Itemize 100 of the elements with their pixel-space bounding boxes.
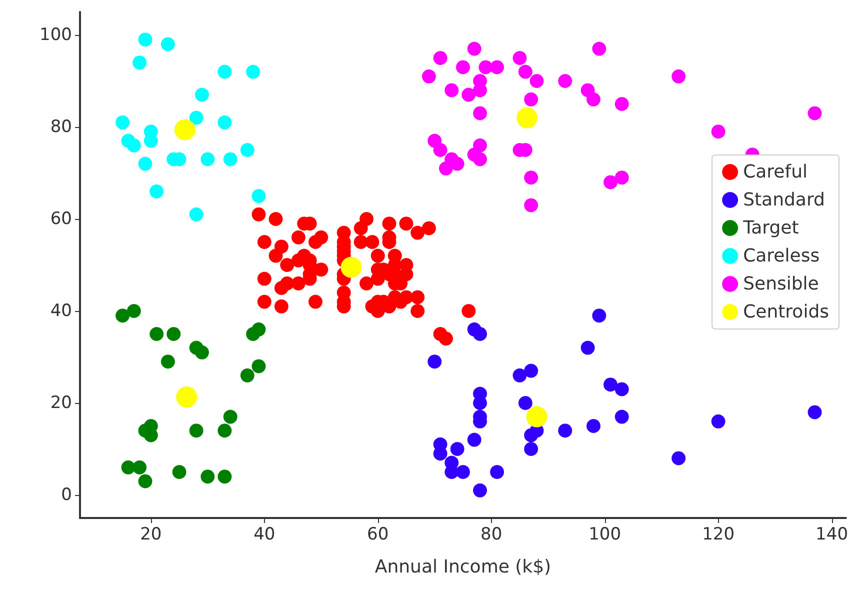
point [516, 107, 538, 128]
point [189, 424, 204, 438]
x-tick-label: 80 [480, 524, 502, 544]
point [512, 368, 527, 382]
point [524, 442, 538, 456]
point [444, 83, 459, 98]
point [428, 354, 442, 369]
point [512, 51, 527, 65]
point [558, 74, 572, 88]
point [524, 170, 538, 185]
point [580, 340, 595, 355]
point [711, 124, 726, 139]
point [240, 368, 254, 382]
point [126, 304, 141, 318]
point [586, 92, 600, 106]
point [808, 405, 822, 420]
point [473, 152, 487, 166]
point [138, 32, 152, 47]
point [160, 354, 175, 369]
point [592, 42, 606, 56]
point [126, 138, 141, 152]
legend-label: Careless [743, 246, 820, 266]
point [166, 327, 181, 341]
point [672, 451, 686, 466]
point [614, 97, 629, 111]
point [116, 115, 130, 130]
point [218, 470, 232, 484]
point [200, 470, 215, 484]
point [530, 74, 544, 88]
x-tick-label: 100 [588, 524, 622, 544]
point [518, 396, 532, 410]
point [174, 119, 196, 140]
point [526, 406, 548, 428]
point [223, 152, 238, 166]
y-tick-label: 40 [50, 301, 72, 321]
point [672, 69, 686, 84]
y-tick-label: 80 [50, 117, 72, 137]
point [433, 143, 448, 157]
point [467, 432, 482, 447]
point [604, 378, 618, 392]
y-tick-label: 100 [40, 25, 72, 45]
x-tick-label: 40 [254, 524, 276, 544]
point [172, 465, 186, 479]
point [252, 322, 266, 336]
point [218, 115, 232, 130]
legend-label: Careful [743, 162, 808, 182]
point [604, 175, 618, 190]
point [240, 143, 254, 157]
point [614, 410, 629, 424]
point [711, 414, 726, 428]
x-tick-label: 60 [367, 524, 389, 544]
point [524, 198, 538, 212]
point [195, 88, 209, 102]
x-tick-label: 140 [816, 524, 848, 544]
point [138, 156, 152, 171]
point [223, 410, 238, 424]
x-tick-label: 20 [140, 524, 162, 544]
x-tick-label: 120 [702, 524, 735, 544]
point [132, 56, 147, 70]
legend-label: Sensible [743, 274, 819, 294]
point [473, 396, 487, 410]
point [132, 460, 147, 474]
point [218, 64, 232, 79]
legend-label: Target [742, 218, 799, 238]
point [189, 207, 204, 222]
point [524, 92, 538, 106]
point [150, 184, 164, 198]
point [246, 64, 260, 79]
point [524, 364, 538, 378]
point [150, 327, 164, 341]
point [473, 483, 487, 498]
point [518, 64, 532, 79]
point [490, 60, 504, 74]
point [252, 359, 266, 374]
point [614, 170, 629, 185]
point [195, 345, 209, 360]
point [456, 60, 470, 74]
y-tick-label: 0 [61, 485, 72, 505]
point [808, 106, 822, 120]
point [592, 308, 606, 323]
point [490, 465, 504, 479]
legend-label: Standard [743, 190, 825, 210]
point [218, 424, 232, 438]
point [462, 88, 476, 102]
point [160, 37, 175, 52]
point [456, 465, 470, 479]
point [473, 327, 487, 341]
point [614, 382, 629, 396]
point [478, 60, 493, 74]
point [450, 442, 464, 456]
point [176, 386, 198, 408]
point [121, 460, 136, 474]
point [138, 474, 152, 488]
point [586, 419, 600, 433]
point [473, 106, 487, 120]
point [116, 308, 130, 323]
x-axis-title: Annual Income (k$) [374, 556, 552, 578]
point [558, 424, 572, 438]
legend-label: Centroids [743, 302, 830, 322]
y-tick-label: 20 [50, 393, 72, 413]
